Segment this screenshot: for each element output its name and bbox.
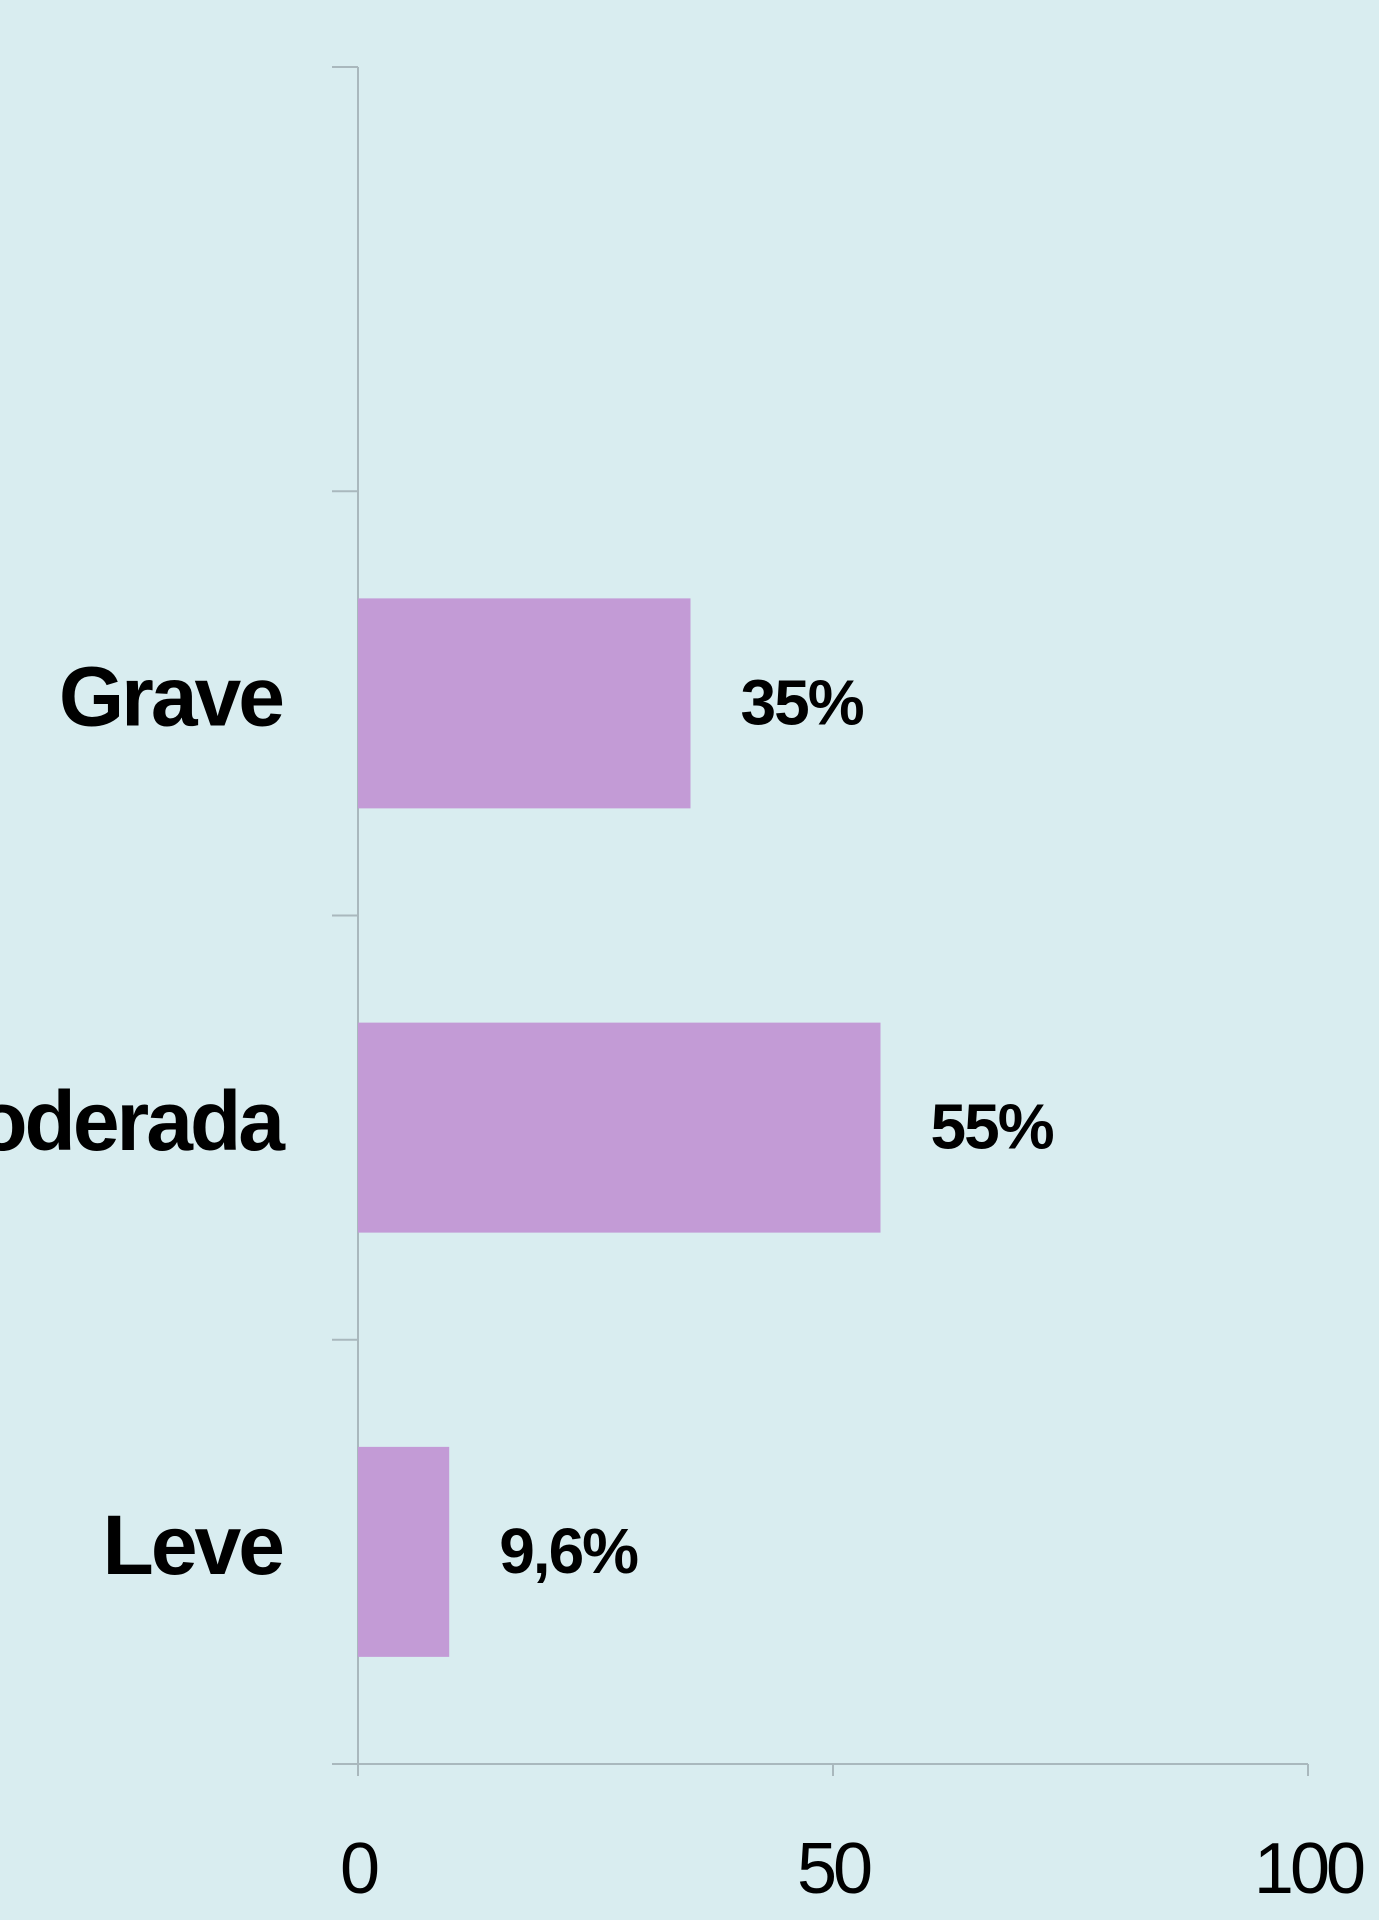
x-tick-label: 0	[340, 1829, 378, 1909]
y-tick-label: Leve	[103, 1498, 283, 1592]
bar	[358, 598, 691, 809]
data-label: 55%	[931, 1091, 1054, 1163]
data-label: 9,6%	[499, 1515, 638, 1587]
data-label: 35%	[741, 666, 864, 738]
y-tick-label: Moderada	[0, 1074, 286, 1168]
x-tick-label: 100	[1254, 1829, 1364, 1909]
bar	[358, 1022, 881, 1233]
x-tick-label: 50	[797, 1829, 871, 1909]
bar	[358, 1446, 450, 1657]
y-tick-label: Grave	[59, 650, 282, 744]
